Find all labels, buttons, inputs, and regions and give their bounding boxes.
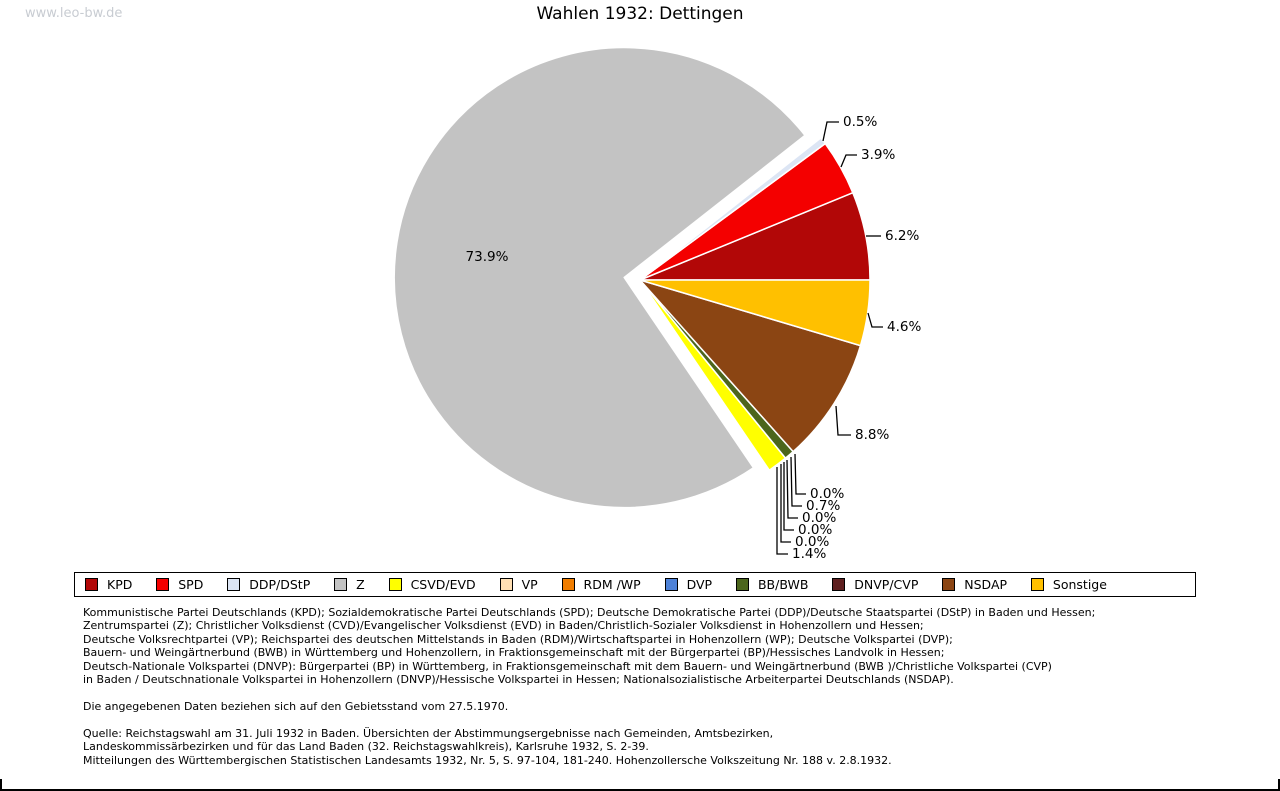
legend-item-CSVD: CSVD/EVD: [388, 577, 476, 592]
legend-item-Z: Z: [334, 577, 365, 592]
legend-swatch-DVP: [664, 578, 678, 591]
leader-line-DDP: [822, 121, 839, 142]
slice-value-KPD: 6.2%: [885, 228, 919, 244]
legend-swatch-CSVD: [388, 578, 402, 591]
legend-label-KPD: KPD: [107, 577, 133, 592]
legend: KPD SPD DDP/DStP Z CSVD/EVD VP RDM /WP DVP BB/BW…: [74, 572, 1196, 597]
legend-label-RDM: RDM /WP: [583, 577, 641, 592]
legend-item-VP: VP: [499, 577, 538, 592]
source-line: Mitteilungen des Württembergischen Stati…: [83, 753, 892, 767]
leader-line-RDM: [783, 462, 794, 531]
legend-label-Sonstige: Sonstige: [1052, 577, 1107, 592]
legend-item-SPD: SPD: [156, 577, 203, 592]
legend-label-DVP: DVP: [686, 577, 713, 592]
slice-value-Z: 73.9%: [466, 249, 509, 265]
legend-label-VP: VP: [521, 577, 538, 592]
legend-swatch-NSDAP: [942, 578, 956, 591]
legend-swatch-VP: [499, 578, 513, 591]
site-watermark: www.leo-bw.de: [25, 6, 123, 21]
legend-item-BB: BB/BWB: [735, 577, 809, 592]
legend-label-CSVD: CSVD/EVD: [410, 577, 476, 592]
party-footnotes: Kommunistische Partei Deutschlands (KPD)…: [83, 606, 1095, 686]
legend-swatch-DDP: [227, 578, 241, 591]
footnote-line: Deutsch-Nationale Volkspartei (DNVP): Bü…: [83, 659, 1052, 673]
slice-value-SPD: 3.9%: [861, 147, 895, 163]
leader-line-Sonstige: [867, 312, 883, 328]
legend-item-DVP: DVP: [664, 577, 713, 592]
legend-label-DNVP: DNVP/CVP: [854, 577, 919, 592]
legend-item-RDM: RDM /WP: [561, 577, 641, 592]
legend-label-NSDAP: NSDAP: [964, 577, 1008, 592]
footnote-line: Deutsche Volksrechtpartei (VP); Reichspa…: [83, 632, 953, 646]
slice-value-DVP: 0.0%: [802, 510, 836, 526]
legend-label-DDP: DDP/DStP: [249, 577, 311, 592]
page-bottom-border: [0, 789, 1280, 791]
source-line: Quelle: Reichstagswahl am 31. Juli 1932 …: [83, 727, 774, 740]
frame-corner-left: [0, 779, 2, 791]
leader-line-SPD: [840, 154, 857, 168]
legend-item-Sonstige: Sonstige: [1030, 577, 1107, 592]
legend-item-NSDAP: NSDAP: [942, 577, 1007, 592]
legend-item-KPD: KPD: [85, 577, 132, 592]
pie-slice-NSDAP: [639, 279, 862, 453]
leader-line-VP: [780, 464, 791, 543]
slice-value-CSVD: 1.4%: [792, 546, 826, 562]
slice-value-Sonstige: 4.6%: [887, 319, 921, 335]
footnote-line: in Baden / Deutschnationale Volkspartei …: [83, 673, 954, 687]
legend-label-SPD: SPD: [178, 577, 204, 592]
legend-swatch-BB: [735, 578, 749, 591]
footnote-line: Kommunistische Partei Deutschlands (KPD)…: [83, 606, 1096, 619]
legend-item-DNVP: DNVP/CVP: [832, 577, 918, 592]
footnote-line: Bauern- und Weingärtnerbund (BWB) in Wür…: [83, 646, 945, 660]
slice-value-NSDAP: 8.8%: [855, 427, 889, 443]
legend-label-BB: BB/BWB: [757, 577, 809, 592]
legend-swatch-RDM: [561, 578, 575, 591]
legend-label-Z: Z: [356, 577, 365, 592]
legend-swatch-Z: [334, 578, 348, 591]
leader-line-CSVD: [776, 467, 788, 555]
data-note: Die angegebenen Daten beziehen sich auf …: [83, 700, 509, 713]
legend-swatch-DNVP: [832, 578, 846, 591]
source-line: Landeskommissärbezirken und für das Land…: [83, 740, 649, 754]
legend-swatch-Sonstige: [1030, 578, 1044, 591]
slice-value-DDP: 0.5%: [843, 114, 877, 130]
slice-value-VP: 0.0%: [795, 534, 829, 550]
source-text: Quelle: Reichstagswahl am 31. Juli 1932 …: [83, 727, 892, 767]
legend-swatch-SPD: [156, 578, 170, 591]
pie-chart: 6.2%3.9%0.5%73.9%1.4%0.0%0.0%0.0%0.7%0.0…: [393, 46, 921, 562]
slice-value-BB: 0.7%: [806, 498, 840, 514]
legend-item-DDP: DDP/DStP: [227, 577, 310, 592]
leader-line-DVP: [786, 459, 798, 519]
legend-swatch-KPD: [85, 578, 98, 591]
footnote-line: Zentrumspartei (Z); Christlicher Volksdi…: [83, 619, 924, 633]
leader-line-NSDAP: [835, 405, 851, 436]
frame-corner-right: [1278, 779, 1280, 791]
chart-title: Wahlen 1932: Dettingen: [536, 4, 744, 24]
slice-value-DNVP: 0.0%: [810, 486, 844, 502]
pie-slice-Z: [393, 46, 806, 509]
leader-line-BB: [790, 456, 802, 507]
leader-line-DNVP: [794, 453, 806, 495]
slice-value-RDM: 0.0%: [798, 522, 832, 538]
